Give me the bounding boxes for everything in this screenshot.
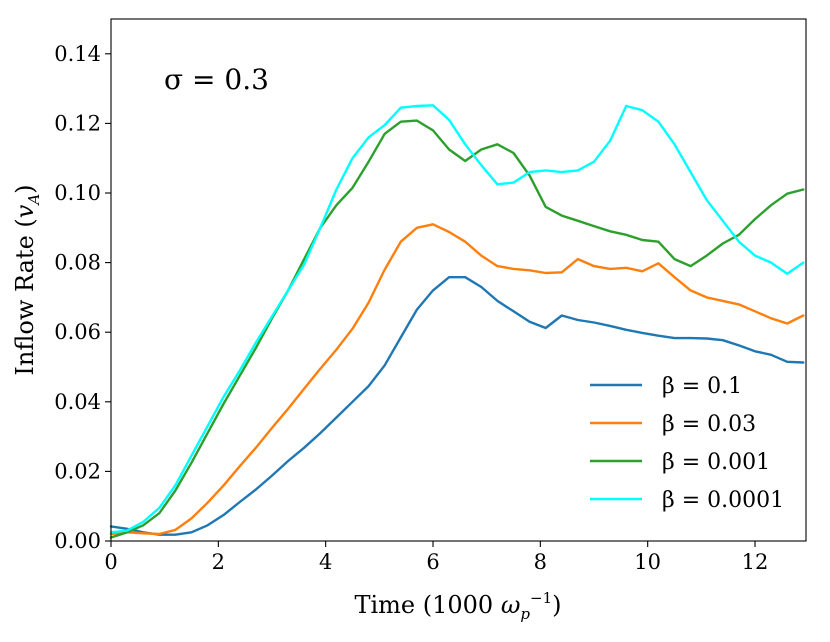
x-axis-label: Time (1000 ωp−1): [354, 589, 561, 623]
y-tick-label: 0.02: [54, 459, 101, 483]
y-tick-label: 0.14: [54, 42, 101, 66]
series-line-2: [109, 119, 805, 539]
legend-label-1: β = 0.03: [662, 412, 756, 437]
x-tick-label: 6: [426, 550, 439, 574]
series-line-1: [109, 223, 805, 536]
y-axis-label: Inflow Rate (vA): [11, 184, 43, 375]
y-tick-label: 0.08: [54, 251, 101, 275]
x-tick-label: 2: [212, 550, 225, 574]
series-line-3: [109, 104, 805, 534]
y-tick-label: 0.04: [54, 390, 101, 414]
tick-group: 0 2 4 6 8 10 12 0.00 0.02 0.04 0.06 0.08 0.10 0.12 0.1…: [54, 42, 768, 574]
sigma-annotation: σ = 0.3: [164, 63, 269, 96]
y-tick-label: 0.00: [54, 529, 101, 553]
x-tick-label: 12: [742, 550, 769, 574]
x-tick-label: 0: [104, 550, 117, 574]
x-tick-label: 4: [319, 550, 332, 574]
y-tick-label: 0.06: [54, 320, 101, 344]
x-tick-label: 8: [534, 550, 547, 574]
series-line-0: [109, 276, 805, 536]
plot-frame: [110, 18, 807, 542]
x-tick-label: 10: [634, 550, 661, 574]
y-tick-label: 0.10: [54, 181, 101, 205]
legend-label-2: β = 0.001: [662, 450, 770, 475]
legend-label-3: β = 0.0001: [662, 488, 784, 513]
y-tick-label: 0.12: [54, 111, 101, 135]
series-lines: [109, 104, 805, 539]
legend-label-0: β = 0.1: [662, 374, 742, 399]
legend: β = 0.1 β = 0.03 β = 0.001 β = 0.0001: [590, 374, 784, 513]
